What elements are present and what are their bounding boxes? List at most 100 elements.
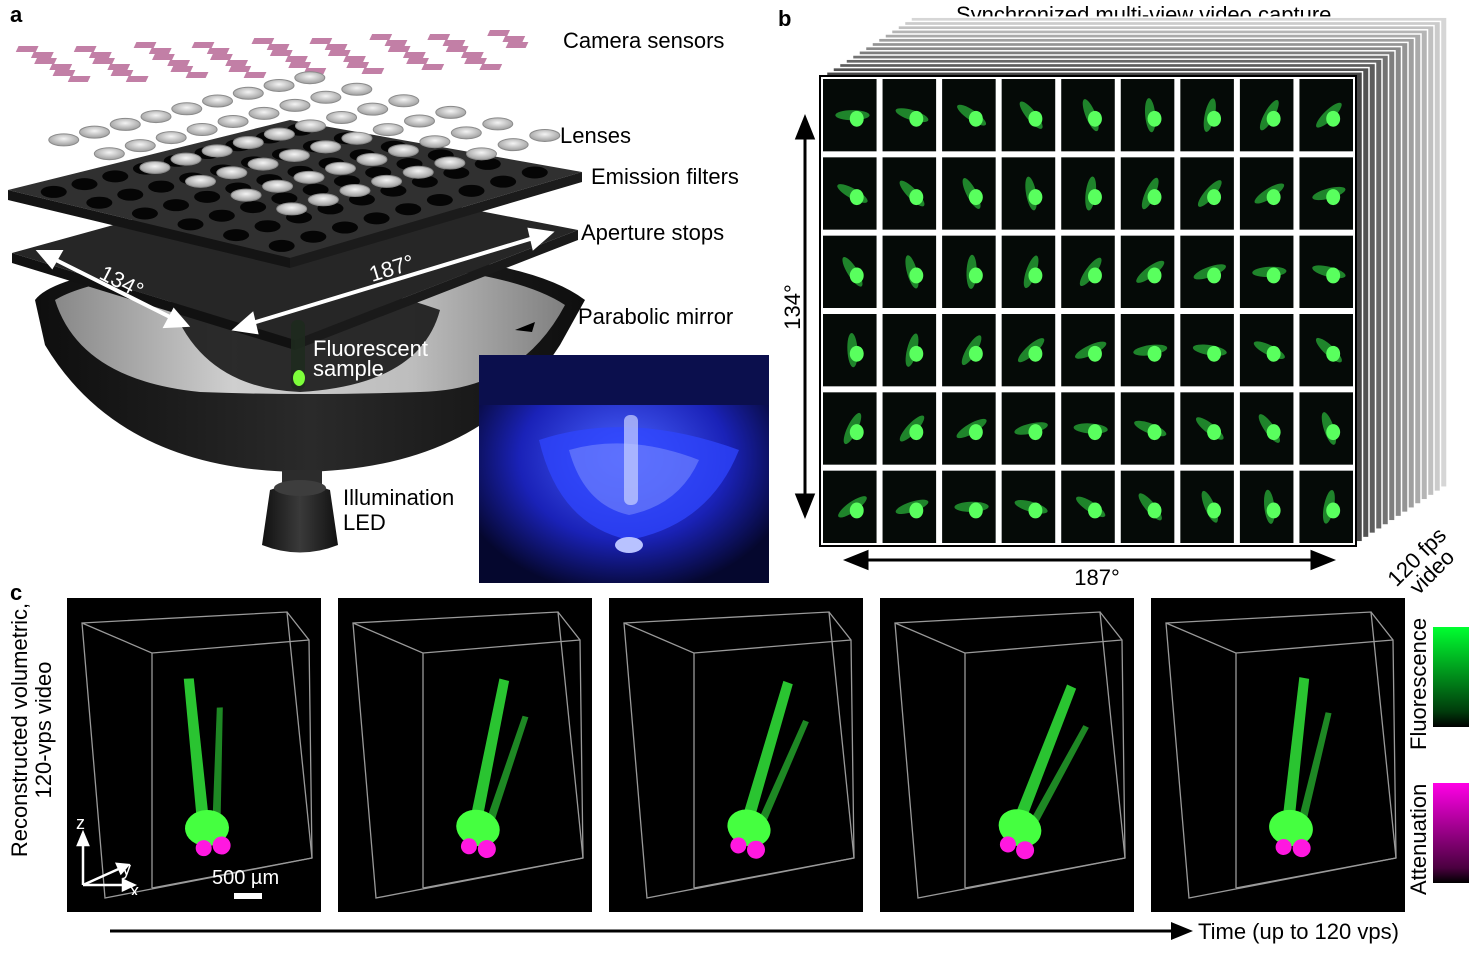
camera-sensor [324,44,348,50]
filter-hole [268,239,295,252]
lens [262,179,294,193]
fish-head [1147,502,1162,519]
lens [248,106,280,120]
lens [232,86,264,100]
filter-hole [117,188,144,201]
label-illumination-led-1: Illumination [343,485,455,510]
camera-sensor [67,76,91,82]
horizontal-arrow [842,549,1337,571]
fluorescent-sample-icon [291,320,305,390]
lens [310,90,342,104]
time-label: Time (up to 120 vps) [1198,919,1399,944]
fish-head [909,189,924,206]
camera-sensor [167,60,191,66]
camera-sensor [266,44,290,50]
lens [326,110,358,124]
camera-sensor [427,34,451,40]
lens [232,135,264,149]
camera-sensor [110,70,134,76]
panel-b-letter: b [778,6,792,31]
camera-sensor [34,58,57,64]
filter-hole [148,180,175,193]
lens [419,135,451,149]
fluorescent-sample-label-1: Fluorescent [313,336,428,361]
fish-head [968,345,983,362]
camera-sensor [92,58,115,64]
filter-hole [131,207,158,220]
filter-hole [331,221,358,234]
panel-a-illustration: 134° 187° Fluorescent sample [8,30,585,553]
label-camera-sensors: Camera sensors [563,28,725,53]
volume-frame [338,598,592,912]
lens [217,114,249,128]
fish-head [1207,189,1222,206]
camera-sensor [52,70,76,76]
lens [482,117,514,131]
lens [307,193,339,207]
fish-head [849,424,864,441]
fish-head [849,267,864,284]
time-arrow [110,922,1193,940]
lens [387,144,419,158]
camera-sensor [285,56,308,62]
camera-sensor [49,64,73,70]
fish-head [909,110,924,127]
fish-head [1028,502,1043,519]
camera-sensor [369,34,393,40]
lens [310,140,342,154]
fish-head [1147,110,1162,127]
lens [434,156,466,170]
filter-hole [71,178,98,191]
camera-sensor-array [15,30,529,82]
fish-head [849,345,864,362]
panel-c-ylabel-line1: Reconstructed volumetric, [7,602,32,858]
filter-hole [40,185,67,198]
horizontal-angle-label: 187° [1074,565,1120,590]
panel-c-ylabel-line2: 120-vps video [31,661,56,799]
lens [465,147,497,161]
lens [497,138,529,152]
camera-sensor [361,68,385,74]
fish-head [1266,502,1281,519]
fish-head [1028,110,1043,127]
camera-sensor [387,46,411,52]
lens [201,144,233,158]
panel-b-grid: 134° 187° 120 fps video [780,16,1459,599]
camera-sensor [487,30,511,36]
fish-head [909,424,924,441]
fish-head [849,502,864,519]
fish-head [1207,110,1222,127]
lens [216,166,248,180]
camera-sensor [30,52,54,58]
fish-head [1147,345,1162,362]
fish-head [1147,189,1162,206]
camera-sensor [15,46,39,52]
camera-sensor [502,36,526,42]
filter-hole [363,212,390,225]
camera-sensor [421,64,445,70]
camera-sensor [148,48,172,54]
label-illumination-led-2: LED [343,510,386,535]
camera-sensor [251,38,275,44]
filter-hole [271,192,298,205]
camera-sensor [406,58,429,64]
axis-x-label: x [130,881,139,895]
camera-sensor [505,42,529,48]
lens-array [48,71,561,216]
fish-head [1028,424,1043,441]
fish-head [1088,189,1102,206]
camera-sensor [88,52,112,58]
camera-sensor [152,54,175,60]
fish-head [968,267,983,284]
camera-sensor [133,42,157,48]
lens [529,128,561,142]
filter-hole [426,194,453,207]
camera-sensor [288,62,312,68]
fish-head [1326,189,1341,206]
fish-head [1207,424,1222,441]
fish-head [1326,345,1341,362]
camera-sensor [243,72,267,78]
filter-hole [177,218,204,231]
fish-head [1028,267,1043,284]
scale-bar-label: 500 µm [212,867,280,889]
